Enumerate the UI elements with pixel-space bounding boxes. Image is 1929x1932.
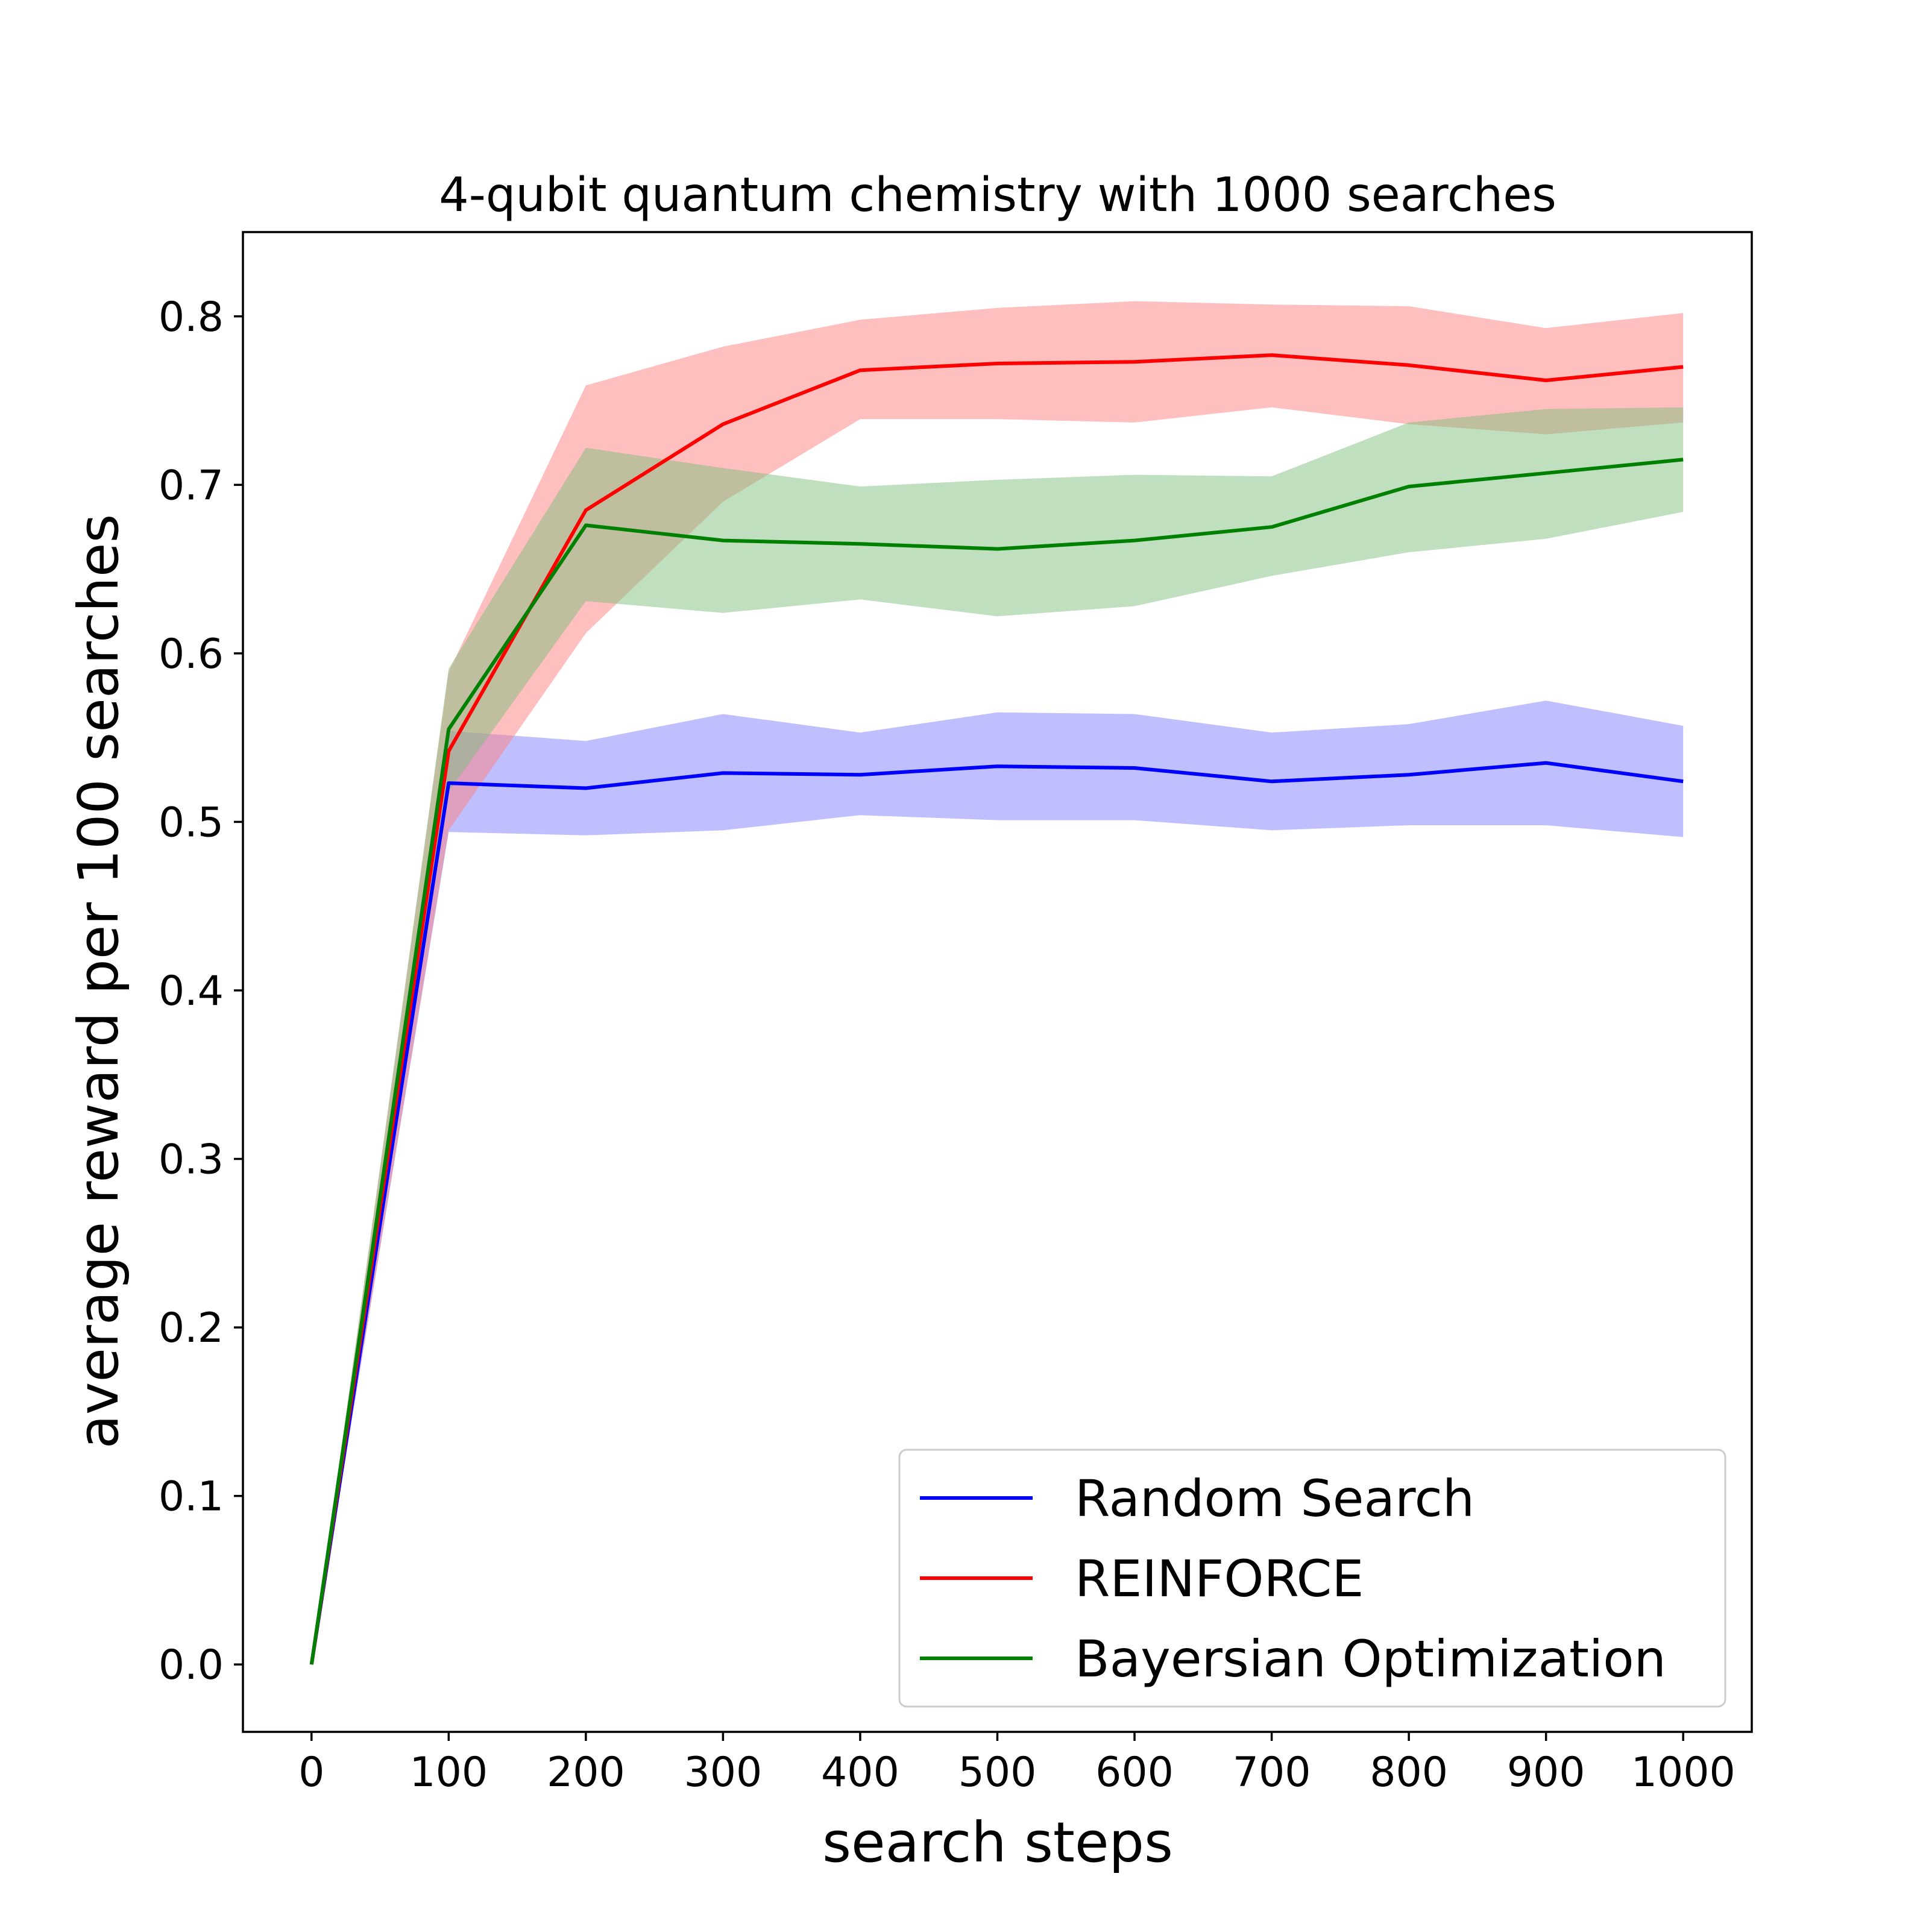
x-tick-label: 0 — [298, 1749, 324, 1796]
x-tick-label: 800 — [1370, 1749, 1448, 1796]
x-tick-label: 1000 — [1631, 1749, 1735, 1796]
y-tick-label: 0.2 — [159, 1304, 224, 1352]
series-lines — [309, 353, 1684, 1665]
y-tick-label: 0.3 — [159, 1136, 224, 1184]
y-tick-label: 0.7 — [159, 462, 224, 509]
legend: Random Search REINFORCE Bayersian Optimiza… — [898, 1449, 1726, 1708]
x-tick-label: 400 — [821, 1749, 899, 1796]
y-tick-label: 0.1 — [159, 1473, 224, 1521]
x-tick-label: 500 — [958, 1749, 1037, 1796]
legend-label-bayersian-optimization: Bayersian Optimization — [1075, 1629, 1666, 1688]
y-tick-label: 0.6 — [159, 631, 224, 678]
y-axis-ticks: 0.0 0.1 0.2 0.3 0.4 0.5 0.6 0.7 0.8 — [159, 294, 243, 1689]
confidence-bands — [311, 301, 1684, 1665]
x-tick-label: 100 — [409, 1749, 488, 1796]
bayersian-optimization-line — [309, 458, 1684, 1665]
x-tick-label: 200 — [547, 1749, 625, 1796]
x-axis-ticks: 0 100 200 300 400 500 600 700 800 900 1000 — [298, 1732, 1735, 1796]
x-tick-label: 600 — [1095, 1749, 1174, 1796]
y-tick-label: 0.5 — [159, 799, 224, 846]
y-tick-label: 0.0 — [159, 1641, 224, 1689]
x-tick-label: 700 — [1233, 1749, 1311, 1796]
y-axis-label: average reward per 100 searches — [66, 514, 131, 1449]
x-tick-label: 300 — [684, 1749, 763, 1796]
x-axis-label: search steps — [822, 1810, 1173, 1875]
random-search-line — [309, 761, 1684, 1665]
legend-label-random-search: Random Search — [1075, 1469, 1474, 1528]
y-tick-label: 0.8 — [159, 294, 224, 341]
legend-box — [898, 1449, 1726, 1708]
bayersian-optimization-band — [311, 407, 1684, 1665]
x-tick-label: 900 — [1507, 1749, 1585, 1796]
legend-label-reinforce: REINFORCE — [1075, 1549, 1364, 1608]
chart-title: 4-qubit quantum chemistry with 1000 sear… — [439, 168, 1556, 222]
y-tick-label: 0.4 — [159, 968, 224, 1015]
